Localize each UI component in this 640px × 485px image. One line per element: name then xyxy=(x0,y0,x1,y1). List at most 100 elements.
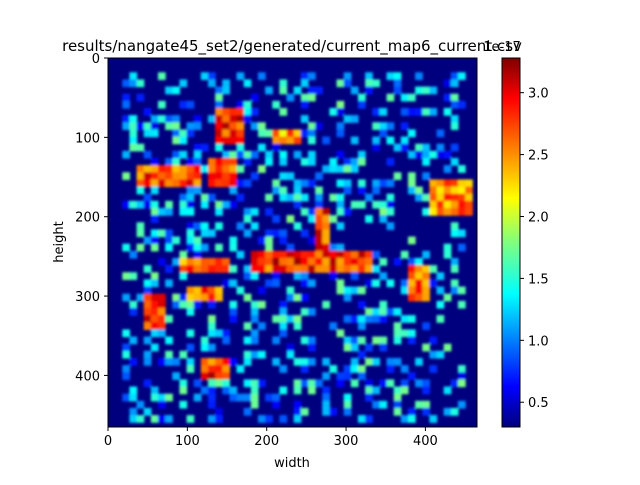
heatmap-cell xyxy=(172,293,181,302)
heatmap-cell xyxy=(286,215,295,223)
y-tick-label: 400 xyxy=(75,369,100,384)
heatmap-cell xyxy=(193,150,202,159)
heatmap-cell xyxy=(322,236,330,245)
heatmap-cell xyxy=(393,72,402,81)
heatmap-cell xyxy=(215,265,223,273)
heatmap-cell xyxy=(222,257,231,266)
heatmap-cell xyxy=(243,350,252,359)
heatmap-cell xyxy=(372,357,380,366)
heatmap-cell xyxy=(236,250,245,259)
heatmap-cell xyxy=(186,100,195,109)
heatmap-cell xyxy=(350,336,359,345)
heatmap-cell xyxy=(265,86,273,95)
heatmap-cell xyxy=(279,229,288,238)
heatmap-cell xyxy=(436,143,445,152)
heatmap-cell xyxy=(350,86,359,95)
heatmap-cell xyxy=(286,243,295,252)
heatmap-cell xyxy=(322,372,330,380)
heatmap-cell xyxy=(300,265,309,273)
heatmap-cell xyxy=(400,143,409,152)
heatmap-cell xyxy=(307,86,316,95)
heatmap-cell xyxy=(200,72,209,81)
heatmap-cell xyxy=(157,293,166,302)
heatmap-cell xyxy=(300,100,309,109)
heatmap-cell xyxy=(415,193,423,202)
heatmap-cell xyxy=(307,129,316,138)
heatmap-cell xyxy=(307,250,316,259)
heatmap-cell xyxy=(350,272,359,280)
heatmap-cell xyxy=(215,415,223,423)
heatmap-cell xyxy=(157,357,166,366)
heatmap-cell xyxy=(429,279,438,288)
heatmap-cell xyxy=(465,179,473,188)
heatmap-cell xyxy=(307,265,316,273)
heatmap-cell xyxy=(343,257,352,266)
heatmap-cell xyxy=(179,200,188,209)
heatmap-cell xyxy=(150,129,159,138)
heatmap-cell xyxy=(222,157,231,166)
heatmap-cell xyxy=(186,186,195,195)
heatmap-cell xyxy=(207,357,216,366)
heatmap-cell xyxy=(307,343,316,352)
heatmap-cell xyxy=(193,122,202,131)
x-tick-label: 400 xyxy=(413,434,438,449)
heatmap-cell xyxy=(129,393,138,402)
heatmap-cell xyxy=(315,200,323,209)
heatmap-cell xyxy=(143,265,152,273)
heatmap-cell xyxy=(222,200,231,209)
heatmap-cell xyxy=(422,272,430,280)
heatmap-cell xyxy=(157,300,166,309)
heatmap-cell xyxy=(336,107,345,116)
heatmap-cell xyxy=(450,186,459,195)
heatmap-cell xyxy=(457,286,466,295)
heatmap-cell xyxy=(443,200,452,209)
heatmap-cell xyxy=(322,229,330,238)
heatmap-cell xyxy=(143,286,152,295)
heatmap-cell xyxy=(379,379,388,388)
heatmap-cell xyxy=(365,357,373,366)
heatmap-cell xyxy=(322,222,330,231)
heatmap-cell xyxy=(450,100,459,109)
heatmap-cell xyxy=(357,415,366,423)
heatmap-cell xyxy=(129,200,138,209)
heatmap-cell xyxy=(236,129,245,138)
heatmap-cell xyxy=(165,350,173,359)
heatmap-cell xyxy=(172,129,181,138)
heatmap-cell xyxy=(193,143,202,152)
heatmap-cell xyxy=(300,336,309,345)
heatmap-cell xyxy=(179,400,188,409)
heatmap-cell xyxy=(293,415,302,423)
heatmap-cell xyxy=(236,115,245,123)
heatmap-cell xyxy=(229,307,238,316)
heatmap-cell xyxy=(415,72,423,81)
heatmap-cell xyxy=(365,279,373,288)
heatmap-cell xyxy=(200,265,209,273)
heatmap-cell xyxy=(207,315,216,323)
heatmap-cell xyxy=(315,186,323,195)
heatmap-cell xyxy=(329,157,338,166)
heatmap-cell xyxy=(422,379,430,388)
heatmap-cell xyxy=(343,343,352,352)
heatmap-cell xyxy=(415,186,423,195)
heatmap-cell xyxy=(222,379,231,388)
heatmap-cell xyxy=(400,93,409,102)
heatmap-cell xyxy=(279,250,288,259)
heatmap-cell xyxy=(250,307,259,316)
heatmap-cell xyxy=(150,229,159,238)
heatmap-cell xyxy=(436,207,445,216)
colorbar-tick-label: 1.5 xyxy=(528,272,549,287)
heatmap-cell xyxy=(393,79,402,88)
heatmap-cell xyxy=(179,350,188,359)
heatmap-cell xyxy=(222,136,231,145)
heatmap-cell xyxy=(386,200,395,209)
heatmap-cell xyxy=(250,329,259,338)
heatmap-cell xyxy=(322,407,330,416)
heatmap-cell xyxy=(265,250,273,259)
heatmap-cell xyxy=(143,200,152,209)
heatmap-cell xyxy=(122,79,131,88)
heatmap-cell xyxy=(343,207,352,216)
heatmap-cell xyxy=(236,150,245,159)
heatmap-cell xyxy=(307,157,316,166)
heatmap-cell xyxy=(200,365,209,373)
heatmap-cell xyxy=(272,250,281,259)
